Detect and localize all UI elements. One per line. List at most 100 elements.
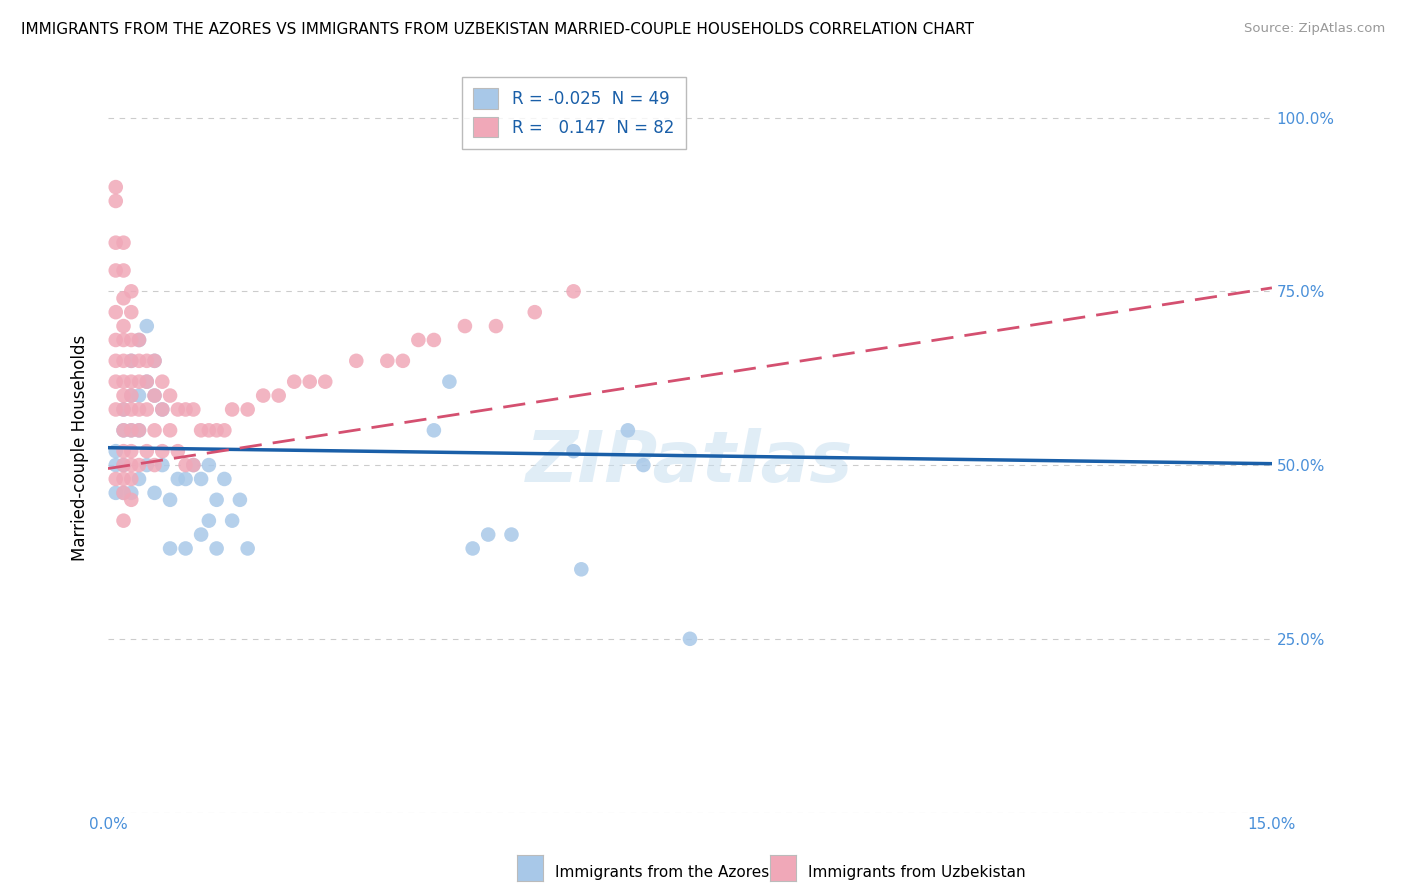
Point (166, 444, 188, 458)
Point (183, 402, 205, 417)
Point (104, 458, 127, 472)
Point (236, 541, 259, 556)
Point (174, 541, 197, 556)
Point (104, 194, 127, 208)
Point (183, 458, 205, 472)
Point (128, 472, 150, 486)
Point (174, 472, 197, 486)
Point (174, 458, 197, 472)
Point (267, 388, 290, 402)
Point (198, 514, 221, 528)
Point (112, 444, 135, 458)
Point (408, 333, 430, 347)
Point (150, 375, 173, 389)
Point (104, 472, 127, 486)
Point (298, 375, 321, 389)
Point (120, 354, 142, 368)
Point (104, 180, 127, 194)
Point (166, 402, 188, 417)
Point (135, 354, 157, 368)
Point (104, 354, 127, 368)
Text: Source: ZipAtlas.com: Source: ZipAtlas.com (1244, 22, 1385, 36)
Point (344, 354, 367, 368)
Point (143, 388, 166, 402)
Point (159, 423, 181, 437)
Point (112, 486, 135, 500)
Point (112, 235, 135, 250)
Point (143, 423, 166, 437)
Point (159, 388, 181, 402)
Point (112, 291, 135, 305)
Point (120, 354, 142, 368)
Point (439, 375, 461, 389)
Point (461, 541, 484, 556)
Point (104, 235, 127, 250)
Point (120, 423, 142, 437)
Point (221, 514, 243, 528)
Point (205, 423, 228, 437)
Point (128, 375, 150, 389)
Y-axis label: Married-couple Households: Married-couple Households (72, 334, 89, 561)
Point (143, 354, 166, 368)
Point (214, 472, 236, 486)
Point (205, 541, 228, 556)
Point (120, 486, 142, 500)
Point (143, 458, 166, 472)
Point (150, 444, 173, 458)
Text: ZIPatlas: ZIPatlas (526, 428, 853, 497)
Point (569, 562, 592, 576)
Point (104, 402, 127, 417)
Point (143, 486, 166, 500)
Point (128, 333, 150, 347)
Point (183, 458, 205, 472)
Point (104, 263, 127, 277)
Point (112, 375, 135, 389)
Point (617, 423, 640, 437)
Point (120, 305, 142, 319)
Point (112, 514, 135, 528)
Point (112, 458, 135, 472)
Point (174, 402, 197, 417)
Point (485, 319, 508, 334)
Point (562, 444, 585, 458)
Point (128, 388, 150, 402)
Point (112, 402, 135, 417)
Text: Immigrants from Uzbekistan: Immigrants from Uzbekistan (808, 865, 1026, 880)
Point (454, 319, 477, 334)
Point (128, 423, 150, 437)
Point (112, 458, 135, 472)
Point (112, 319, 135, 334)
Point (205, 492, 228, 507)
Point (562, 285, 585, 299)
Point (236, 402, 259, 417)
Point (135, 444, 157, 458)
Point (166, 472, 188, 486)
Point (120, 333, 142, 347)
Point (112, 486, 135, 500)
Point (229, 492, 252, 507)
Point (104, 375, 127, 389)
Point (633, 458, 655, 472)
Point (120, 472, 142, 486)
Point (135, 458, 157, 472)
Point (120, 444, 142, 458)
Point (159, 492, 181, 507)
Point (120, 402, 142, 417)
Point (112, 354, 135, 368)
Point (150, 402, 173, 417)
Point (112, 423, 135, 437)
Point (501, 527, 523, 541)
Point (112, 333, 135, 347)
Point (190, 527, 212, 541)
Point (104, 486, 127, 500)
Point (523, 305, 546, 319)
Point (214, 423, 236, 437)
Point (135, 375, 157, 389)
Point (120, 375, 142, 389)
Point (135, 402, 157, 417)
Point (120, 458, 142, 472)
Point (190, 472, 212, 486)
Point (198, 458, 221, 472)
Text: Immigrants from the Azores: Immigrants from the Azores (555, 865, 769, 880)
Point (128, 423, 150, 437)
